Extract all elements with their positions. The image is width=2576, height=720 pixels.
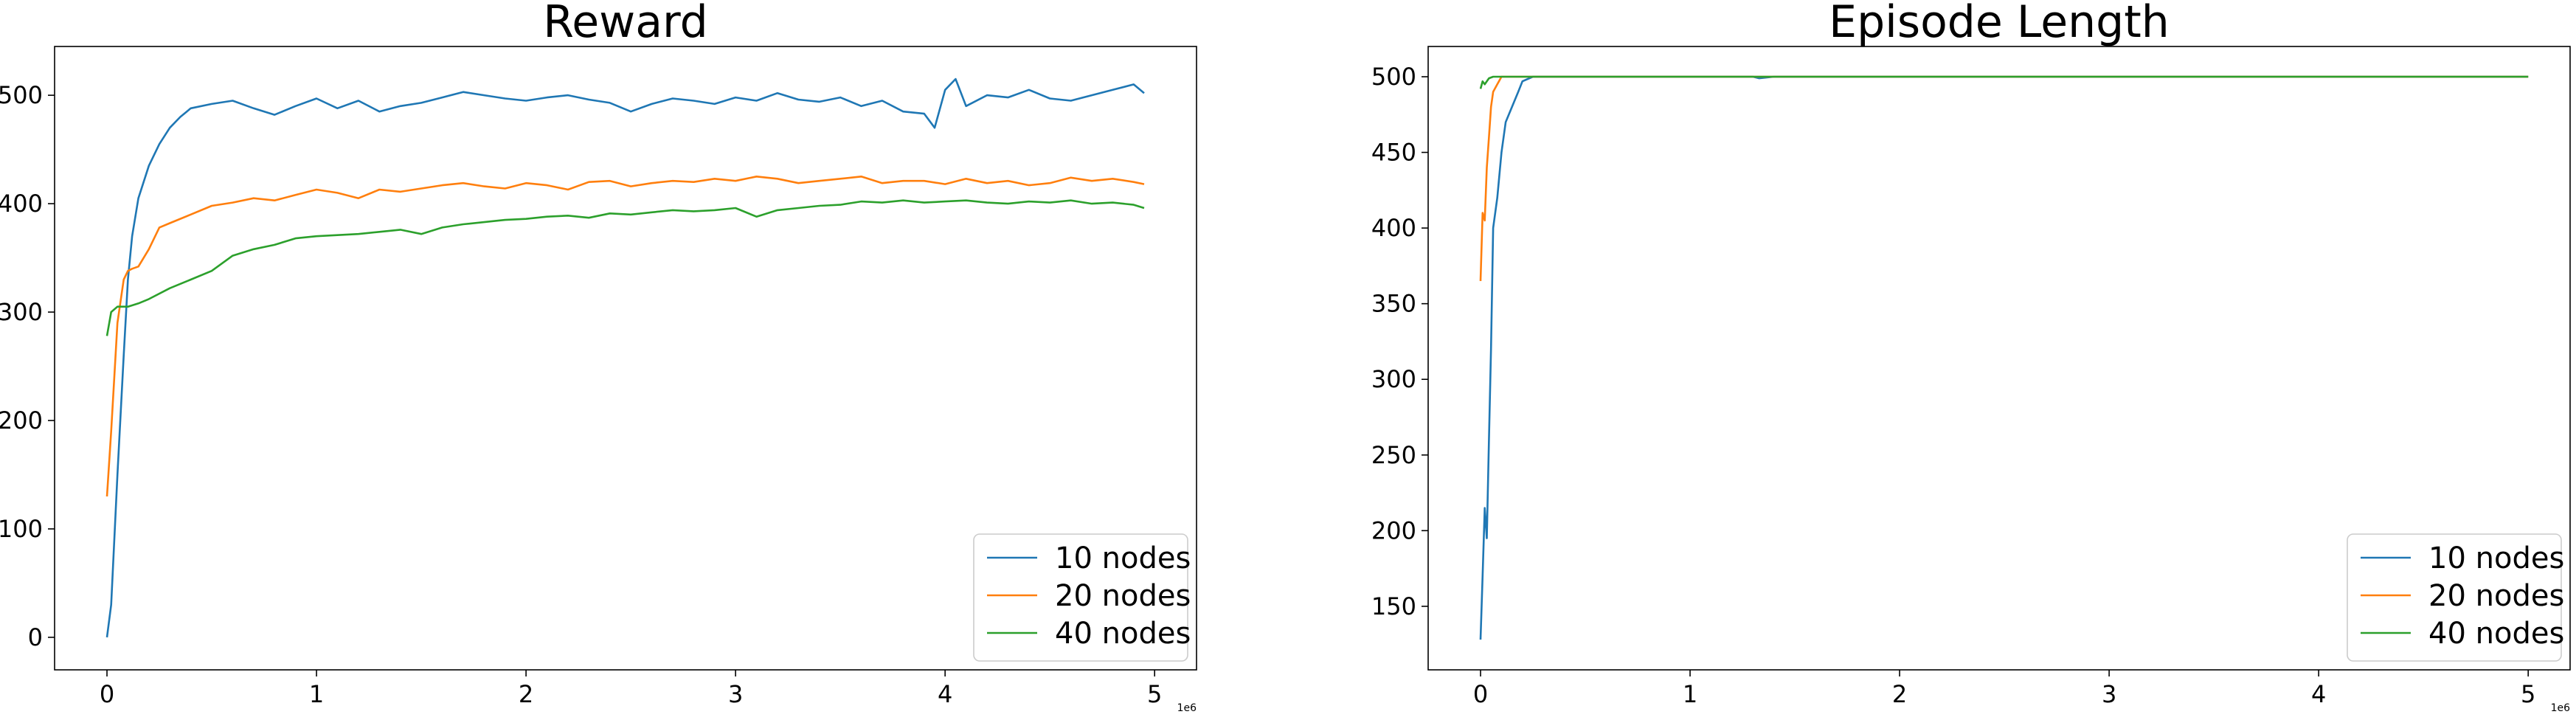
y-tick-label: 300 [0, 298, 43, 326]
x-tick-label: 3 [2102, 680, 2116, 708]
reward-chart: Reward 0 1 2 3 4 5 1e6 0 100 200 300 400 500 10 nodes 2… [0, 0, 1197, 714]
x-tick-label: 0 [1473, 680, 1488, 708]
legend-box [2347, 533, 2562, 662]
chart-title: Reward [543, 0, 707, 48]
x-tick-label: 4 [938, 680, 952, 708]
y-tick-label: 300 [1371, 365, 1416, 393]
y-tick-label: 500 [0, 81, 43, 109]
y-tick-label: 350 [1371, 290, 1416, 318]
legend-label: 20 nodes [1055, 579, 1191, 613]
x-offset-label: 1e6 [2551, 702, 2571, 714]
x-tick-label: 2 [519, 680, 533, 708]
legend-label: 10 nodes [1055, 541, 1191, 575]
x-tick-label: 1 [309, 680, 324, 708]
legend: 10 nodes 20 nodes 40 nodes [973, 533, 1191, 662]
y-tick-label: 400 [0, 190, 43, 218]
x-tick-label: 5 [1147, 680, 1162, 708]
legend-label: 10 nodes [2428, 541, 2564, 575]
legend: 10 nodes 20 nodes 40 nodes [2347, 533, 2564, 662]
legend-label: 40 nodes [2428, 617, 2564, 651]
series-line-40-nodes [105, 199, 1145, 336]
episode-length-chart: Episode Length 0 1 2 3 4 5 1e6 150 200 250 300 350 40… [1371, 0, 2571, 714]
series-line-40-nodes [1479, 75, 2529, 89]
legend-label: 20 nodes [2428, 579, 2564, 613]
y-tick-label: 450 [1371, 139, 1416, 167]
series-line-10-nodes [105, 77, 1145, 638]
y-tick-label: 100 [0, 515, 43, 543]
plot-frame [1427, 46, 2571, 671]
x-tick-label: 3 [728, 680, 743, 708]
x-tick-label: 0 [100, 680, 114, 708]
plot-frame [54, 46, 1197, 671]
y-tick-label: 500 [1371, 63, 1416, 91]
legend-box [973, 533, 1188, 662]
x-tick-label: 1 [1683, 680, 1697, 708]
series-line-20-nodes [105, 176, 1145, 496]
y-tick-label: 200 [0, 406, 43, 435]
y-tick-label: 150 [1371, 592, 1416, 620]
y-tick-label: 0 [28, 623, 43, 651]
x-tick-label: 4 [2311, 680, 2326, 708]
x-tick-label: 2 [1892, 680, 1907, 708]
x-tick-label: 5 [2521, 680, 2535, 708]
chart-title: Episode Length [1829, 0, 2170, 48]
series-line-20-nodes [1479, 75, 2529, 281]
legend-label: 40 nodes [1055, 617, 1191, 651]
y-tick-label: 400 [1371, 214, 1416, 242]
x-offset-label: 1e6 [1177, 702, 1197, 714]
y-tick-label: 250 [1371, 441, 1416, 469]
y-tick-label: 200 [1371, 516, 1416, 544]
